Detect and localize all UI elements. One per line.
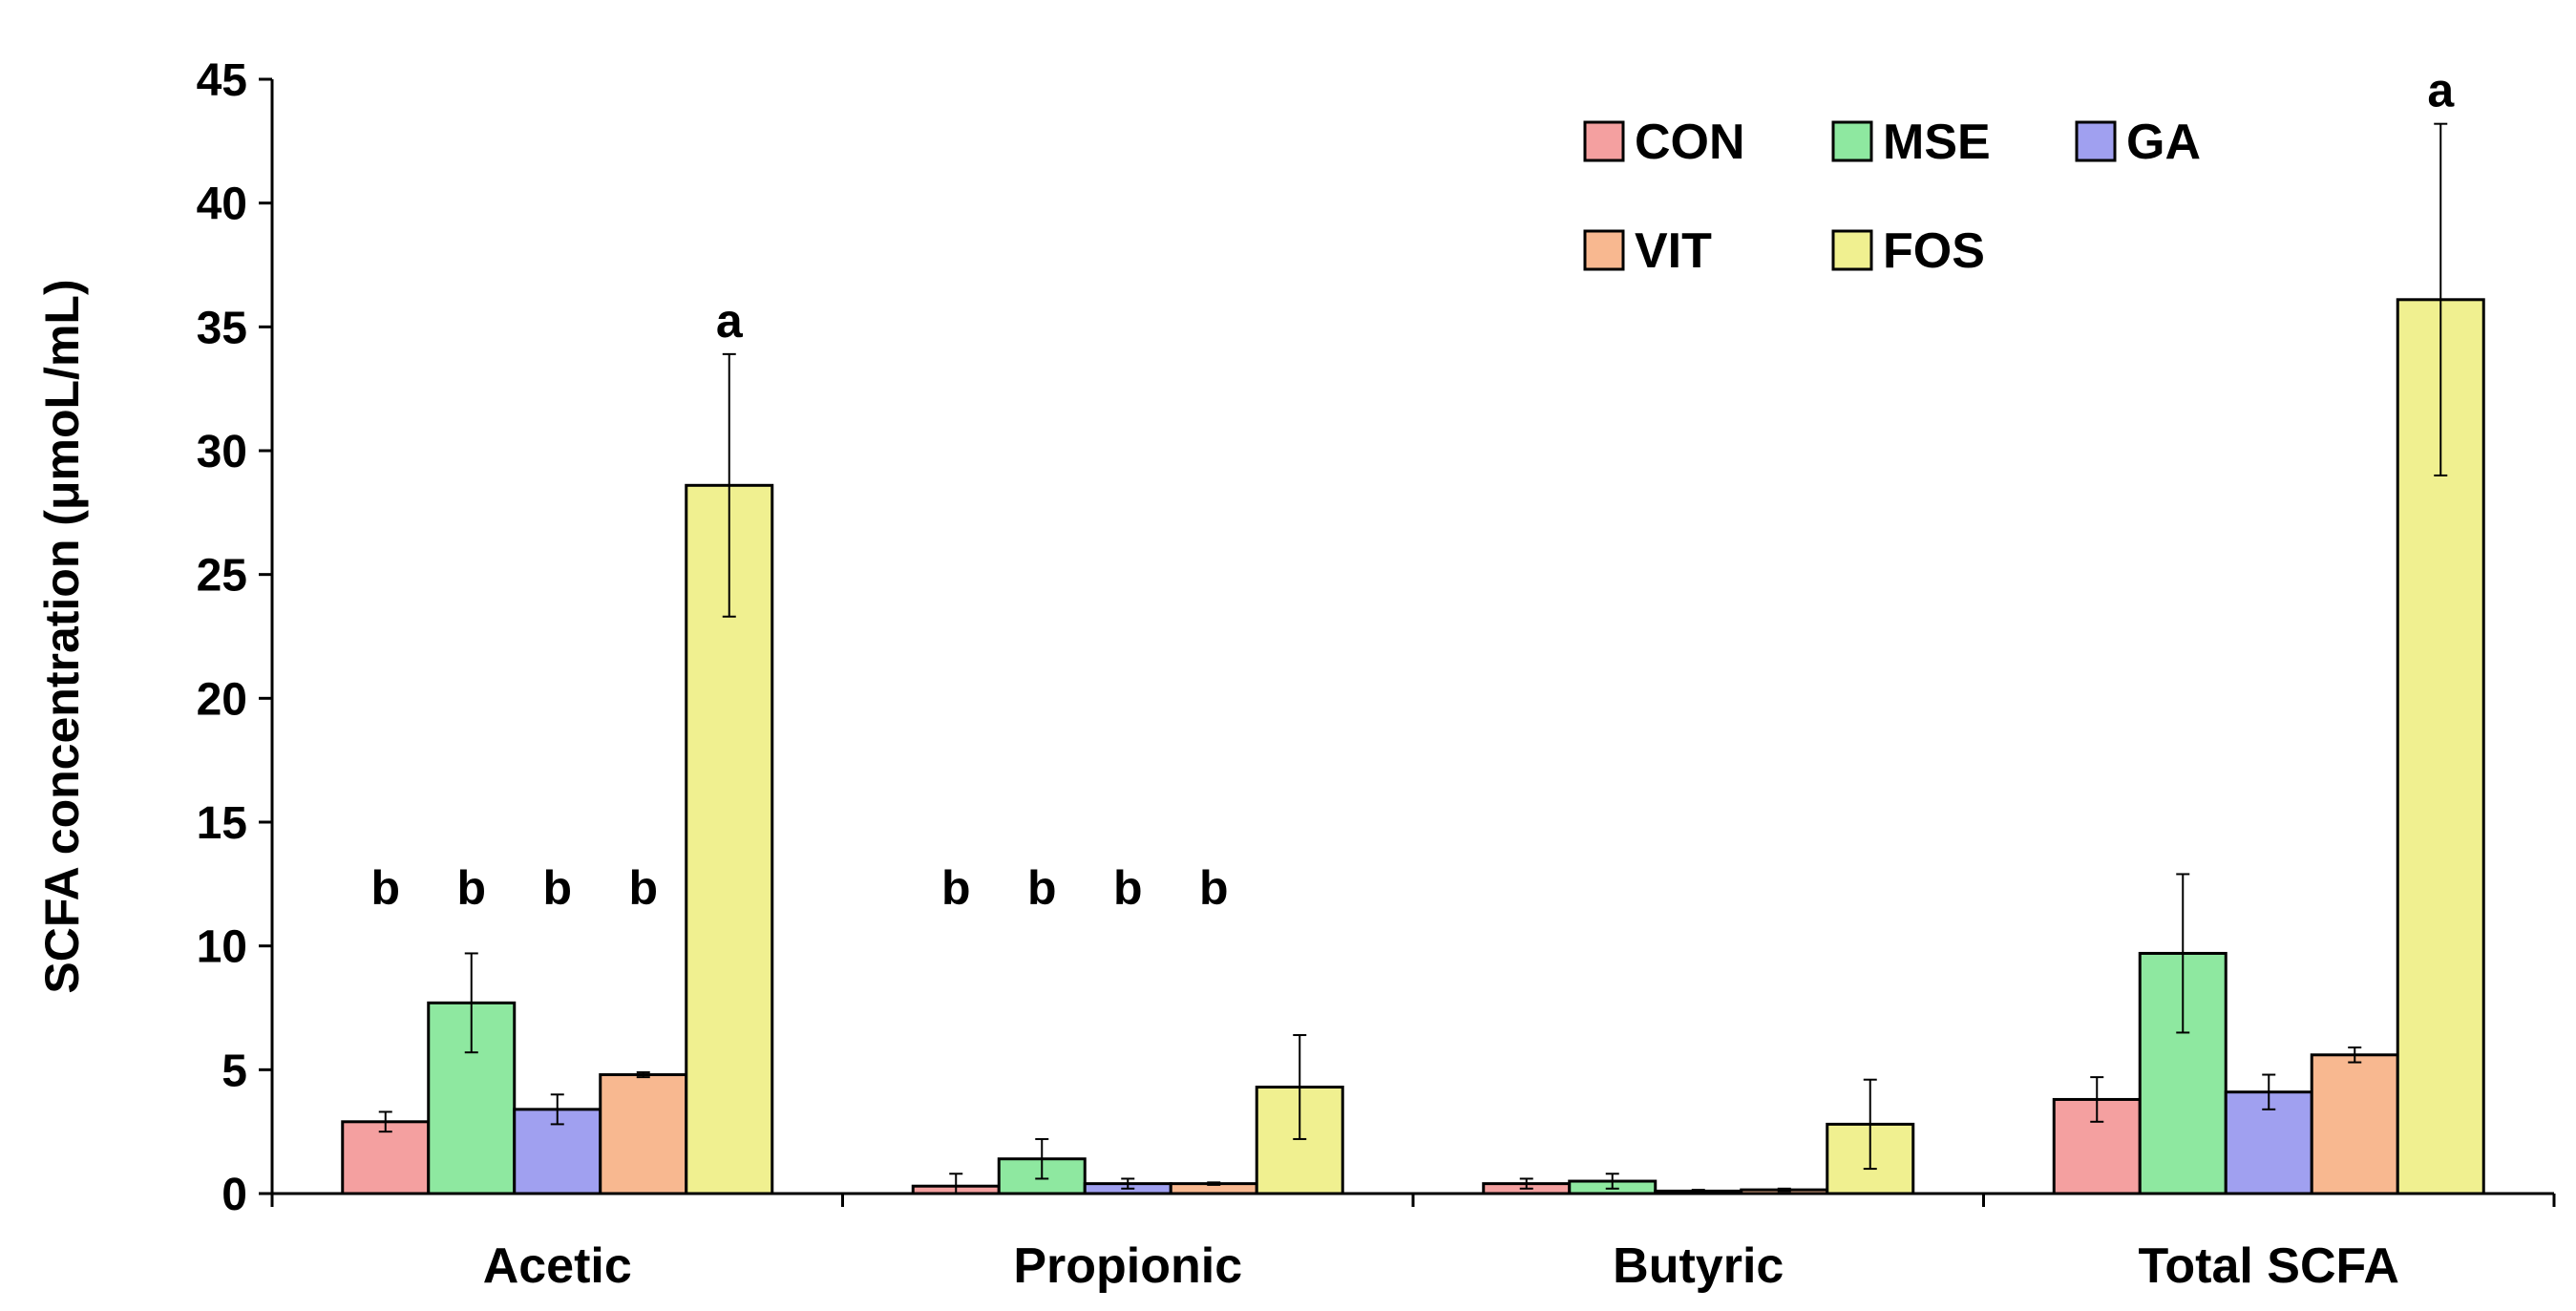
x-category-label: Propionic [1013,1238,1242,1294]
y-tick-label: 10 [197,922,247,973]
x-category-label: Acetic [483,1238,632,1294]
significance-label: a [716,294,744,348]
significance-label: b [1199,861,1229,915]
legend-label-con: CON [1635,115,1745,170]
y-tick-label: 45 [197,55,247,106]
bar-vit-total-scfa [2310,1053,2399,1195]
significance-label: b [628,861,658,915]
y-tick-label: 40 [197,180,247,230]
legend-label-fos: FOS [1883,223,1985,279]
y-tick-label: 20 [197,674,247,725]
significance-label: b [456,861,486,915]
significance-label: a [2427,64,2455,117]
legend-swatch-ga [2075,120,2117,162]
significance-label: b [542,861,572,915]
significance-label: b [941,861,971,915]
x-category-label: Total SCFA [2139,1238,2399,1294]
legend-swatch-con [1583,120,1625,162]
significance-label: b [1113,861,1143,915]
bar-vit-acetic [599,1073,688,1195]
y-tick-label: 5 [222,1046,247,1096]
bar-con-acetic [341,1120,431,1195]
legend-swatch-fos [1831,229,1873,271]
y-tick-label: 35 [197,303,247,353]
legend-swatch-mse [1831,120,1873,162]
y-tick-label: 25 [197,551,247,602]
legend-label-ga: GA [2126,115,2201,170]
significance-label: b [1027,861,1057,915]
significance-label: b [370,861,400,915]
x-category-label: Butyric [1613,1238,1784,1294]
y-tick-label: 30 [197,427,247,477]
legend-swatch-vit [1583,229,1625,271]
y-axis-title: SCFA concentration (μmoL/mL) [35,279,89,993]
y-tick-label: 15 [197,798,247,849]
legend-label-vit: VIT [1635,223,1712,279]
y-tick-label: 0 [222,1170,247,1220]
legend-label-mse: MSE [1883,115,1991,170]
